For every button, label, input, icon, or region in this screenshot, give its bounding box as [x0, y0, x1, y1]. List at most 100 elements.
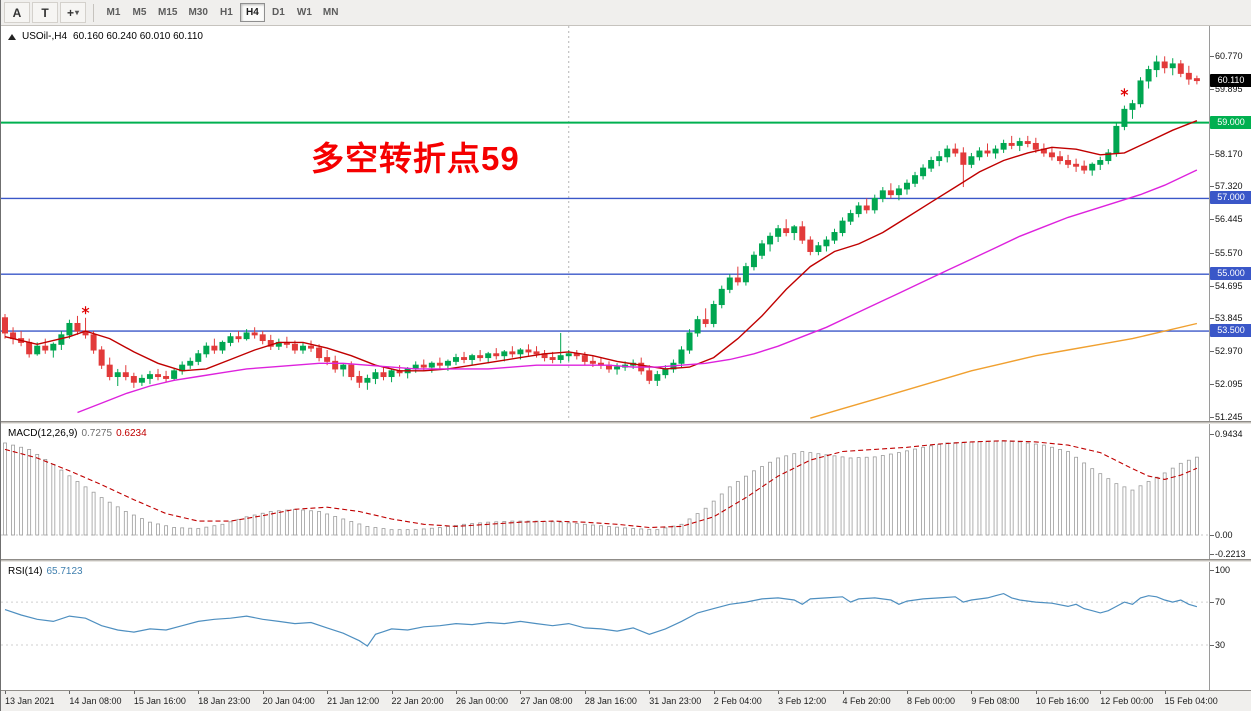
price-tick-label: 52.095	[1210, 379, 1243, 390]
timeframe-mn[interactable]: MN	[318, 3, 344, 22]
rsi-value: 65.7123	[46, 566, 83, 577]
sell-signal-marker-icon	[1120, 88, 1129, 97]
price-tick-label: 0.9434	[1210, 429, 1243, 440]
current-price-badge: 60.110	[1210, 73, 1251, 87]
time-tick	[713, 691, 715, 694]
price-tick-label: 57.320	[1210, 181, 1243, 192]
time-label: 8 Feb 00:00	[906, 696, 956, 706]
price-tick-label: 30	[1209, 639, 1226, 650]
timeframe-h4[interactable]: H4	[239, 3, 265, 22]
timeframe-m15[interactable]: M15	[153, 3, 182, 22]
rsi-axis[interactable]: 100 70 30	[1209, 562, 1251, 690]
ma-slow-orange-line	[810, 322, 1198, 419]
time-tick	[5, 691, 6, 694]
symbol-ohlc-label: USOil-,H4 60.160 60.240 60.010 60.110	[8, 31, 203, 42]
price-tick-label: 70	[1209, 597, 1226, 608]
symbol-marker-icon	[8, 33, 16, 40]
ma-mid-magenta-line	[77, 169, 1198, 414]
main-price-chart[interactable]	[1, 26, 1209, 422]
time-label: 18 Jan 23:00	[198, 696, 251, 706]
price-tick-label: 51.245	[1210, 411, 1243, 422]
level-price-badge: 53.500	[1210, 324, 1251, 338]
timeframe-w1[interactable]: W1	[292, 3, 317, 22]
rsi-panel[interactable]	[1, 562, 1209, 690]
price-tick-label: 58.170	[1210, 149, 1243, 160]
price-axis[interactable]: 60.770 59.895 58.170 57.320 56.445 55.570 54.6…	[1209, 26, 1251, 422]
level-price-badge: 59.000	[1210, 115, 1251, 129]
timeframe-m1[interactable]: M1	[101, 3, 126, 22]
time-tick	[842, 691, 844, 694]
draw-tools-button-icon: +	[66, 5, 74, 20]
time-label: 15 Feb 04:00	[1164, 696, 1218, 706]
time-label: 14 Jan 08:00	[69, 696, 122, 706]
macd-main-value: 0.7275	[81, 428, 113, 439]
symbol-name: USOil-,H4	[22, 31, 68, 42]
dropdown-arrow-icon: ▾	[75, 8, 80, 17]
price-tick-label: 100	[1209, 565, 1231, 575]
time-label: 10 Feb 16:00	[1035, 696, 1089, 706]
time-tick	[778, 691, 780, 694]
time-label: 31 Jan 23:00	[649, 696, 702, 706]
panel-resize-separator[interactable]	[1, 421, 1251, 424]
chart-annotation-text: 多空转折点59	[311, 140, 520, 177]
time-tick	[1035, 691, 1037, 694]
price-tick-label: 55.570	[1210, 247, 1243, 258]
time-tick	[520, 691, 522, 694]
top-toolbar: A T + ▾ M1 M5 M15 M30 H1 H4 D1 W1 MN	[1, 0, 1251, 26]
panel-resize-separator[interactable]	[1, 559, 1251, 562]
time-label: 4 Feb 20:00	[842, 696, 891, 706]
rsi-indicator-name: RSI(14)	[8, 566, 43, 577]
price-tick-label: 56.445	[1210, 214, 1243, 225]
time-tick	[198, 691, 200, 694]
rsi-line	[4, 592, 1198, 647]
timeframe-button-group: M1 M5 M15 M30 H1 H4 D1 W1 MN	[101, 3, 343, 22]
time-tick	[971, 691, 973, 694]
time-label: 13 Jan 2021	[5, 696, 55, 706]
macd-label: MACD(12,26,9) 0.7275 0.6234	[8, 428, 147, 439]
ohlc-readout: 60.160 60.240 60.010 60.110	[73, 31, 203, 42]
macd-signal-value: 0.6234	[116, 428, 147, 439]
text-tool-button-icon: T	[41, 5, 49, 20]
time-label: 20 Jan 04:00	[262, 696, 315, 706]
time-tick	[1164, 691, 1166, 694]
price-tick-label: 59.895	[1210, 83, 1243, 94]
text-tool-button[interactable]: T	[32, 2, 58, 23]
time-label: 9 Feb 08:00	[971, 696, 1020, 706]
macd-indicator-name: MACD(12,26,9)	[8, 428, 78, 439]
price-tick-label: 54.695	[1210, 280, 1243, 291]
sell-signal-marker-icon	[81, 306, 90, 315]
timeframe-h1[interactable]: H1	[214, 3, 239, 22]
time-tick	[455, 691, 457, 694]
time-axis[interactable]: 13 Jan 2021 14 Jan 08:00 15 Jan 16:00 18 Ja…	[1, 690, 1251, 711]
price-tick-label: 52.970	[1210, 346, 1243, 357]
arrow-tool-button[interactable]: A	[4, 2, 30, 23]
time-tick	[906, 691, 908, 694]
time-tick	[133, 691, 135, 694]
draw-tools-button[interactable]: + ▾	[60, 2, 86, 23]
time-label: 2 Feb 04:00	[713, 696, 762, 706]
time-tick	[327, 691, 329, 694]
time-label: 28 Jan 16:00	[584, 696, 637, 706]
macd-axis[interactable]: 0.9434 0.00 -0.2213	[1209, 424, 1251, 560]
time-label: 3 Feb 12:00	[778, 696, 827, 706]
rsi-label: RSI(14) 65.7123	[8, 566, 83, 577]
time-label: 12 Feb 00:00	[1100, 696, 1154, 706]
price-tick-label: 53.845	[1210, 312, 1243, 323]
level-price-badge: 57.000	[1210, 191, 1251, 205]
timeframe-d1[interactable]: D1	[266, 3, 291, 22]
time-tick	[649, 691, 651, 694]
ma-fast-red-line	[4, 120, 1198, 372]
macd-panel[interactable]	[1, 424, 1209, 560]
time-tick	[391, 691, 393, 694]
tool-button-group: A T + ▾	[4, 2, 86, 23]
timeframe-m5[interactable]: M5	[127, 3, 152, 22]
time-tick	[262, 691, 264, 694]
timeframe-m30[interactable]: M30	[183, 3, 212, 22]
price-tick-label: 0.00	[1210, 530, 1233, 540]
time-tick	[1100, 691, 1102, 694]
candlesticks	[2, 55, 1200, 390]
price-tick-label: -0.2213	[1210, 549, 1246, 559]
macd-histogram	[3, 440, 1199, 536]
time-label: 27 Jan 08:00	[520, 696, 573, 706]
